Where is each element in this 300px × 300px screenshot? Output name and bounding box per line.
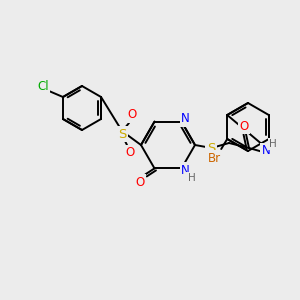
Text: Br: Br — [208, 152, 221, 164]
Text: O: O — [136, 176, 145, 189]
Text: N: N — [181, 112, 190, 125]
Text: Cl: Cl — [37, 80, 49, 94]
Text: S: S — [207, 142, 215, 154]
Text: S: S — [118, 128, 126, 140]
Text: N: N — [181, 164, 190, 177]
Text: N: N — [262, 145, 270, 158]
Text: O: O — [125, 146, 135, 160]
Text: H: H — [269, 139, 277, 149]
Text: O: O — [239, 119, 249, 133]
Text: O: O — [128, 109, 136, 122]
Text: H: H — [188, 173, 195, 183]
